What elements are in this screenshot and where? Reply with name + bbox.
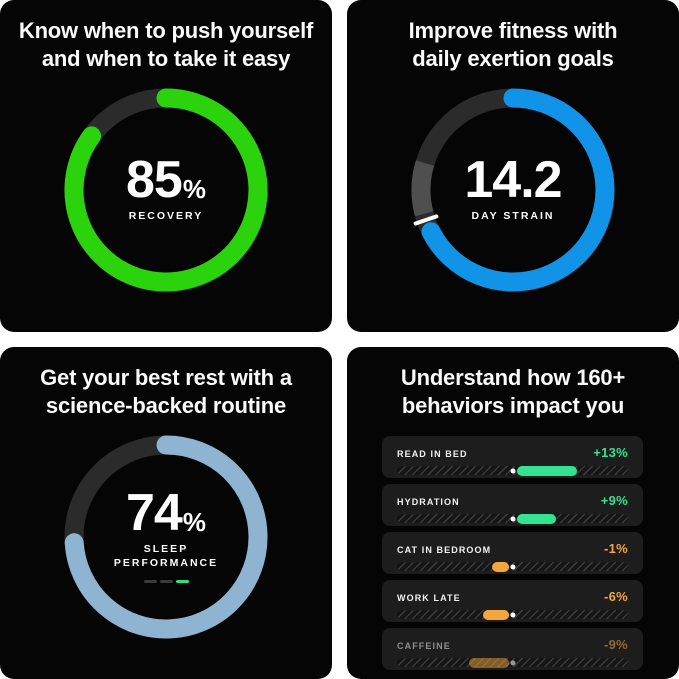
sleep-title-line2: science-backed routine — [45, 393, 287, 418]
behavior-impact-value: +13% — [593, 445, 628, 460]
behavior-baseline-dot — [510, 660, 515, 665]
sleep-label-line2: PERFORMANCE — [113, 557, 219, 569]
strain-title-line1: Improve fitness with — [408, 18, 618, 43]
panel-recovery: Know when to push yourself and when to ta… — [0, 0, 332, 332]
behavior-impact-value: -6% — [603, 589, 628, 604]
recovery-title-line2: and when to take it easy — [41, 46, 291, 71]
behaviors-title-line1: Understand how 160+ — [400, 365, 626, 390]
behavior-label: CAFFEINE — [397, 641, 451, 651]
panel-sleep: Get your best rest with a science-backed … — [0, 347, 332, 679]
behavior-row: CAFFEINE -9% — [382, 628, 643, 670]
behavior-baseline-dot — [510, 468, 515, 473]
sleep-stage-pill — [175, 580, 189, 583]
behavior-row: CAT IN BEDROOM -1% — [382, 532, 643, 574]
behavior-baseline-dot — [510, 516, 515, 521]
behavior-impact-value: -1% — [603, 541, 628, 556]
behavior-impact-bar — [516, 513, 556, 524]
panel-strain: Improve fitness with daily exertion goals… — [347, 0, 679, 332]
recovery-unit: % — [182, 173, 206, 204]
sleep-ring-center: 74 % SLEEP PERFORMANCE — [63, 434, 269, 640]
behavior-impact-bar — [516, 465, 577, 476]
sleep-title-line1: Get your best rest with a — [40, 365, 292, 390]
strain-label: DAY STRAIN — [471, 209, 555, 222]
sleep-stage-pill — [143, 580, 157, 583]
sleep-stage-pill — [159, 580, 173, 583]
behavior-list: READ IN BED +13% HYDRATION +9% CAT IN BE… — [347, 420, 679, 670]
recovery-label: RECOVERY — [128, 209, 204, 222]
behavior-row: READ IN BED +13% — [382, 436, 643, 478]
strain-value: 14.2 — [464, 150, 562, 209]
recovery-title: Know when to push yourself and when to ta… — [19, 17, 313, 73]
sleep-unit: % — [182, 507, 206, 537]
behavior-label: CAT IN BEDROOM — [397, 545, 492, 555]
strain-ring: 14.2 DAY STRAIN — [410, 87, 616, 293]
recovery-title-line1: Know when to push yourself — [18, 18, 314, 43]
behavior-impact-track — [397, 513, 628, 524]
sleep-value-row: 74 % — [126, 484, 206, 542]
sleep-stage-pills — [143, 580, 189, 583]
behavior-label: HYDRATION — [397, 497, 460, 507]
behaviors-title-line2: behaviors impact you — [401, 393, 625, 418]
panel-behaviors: Understand how 160+ behaviors impact you … — [347, 347, 679, 679]
behavior-label: READ IN BED — [397, 449, 468, 459]
sleep-label-line1: SLEEP — [143, 543, 189, 555]
recovery-ring-center: 85 % RECOVERY — [63, 87, 269, 293]
behavior-row-header: READ IN BED +13% — [397, 445, 628, 460]
behavior-impact-bar — [492, 561, 509, 572]
behavior-row: WORK LATE -6% — [382, 580, 643, 622]
behavior-row-header: HYDRATION +9% — [397, 493, 628, 508]
strain-value-row: 14.2 — [464, 150, 562, 209]
recovery-ring: 85 % RECOVERY — [63, 87, 269, 293]
behavior-impact-bar — [469, 657, 509, 668]
behaviors-title: Understand how 160+ behaviors impact you — [401, 364, 625, 420]
behavior-impact-track — [397, 657, 628, 668]
behavior-baseline-dot — [510, 612, 515, 617]
behavior-impact-value: -9% — [603, 637, 628, 652]
recovery-value: 85 — [126, 150, 183, 209]
behavior-row-header: CAFFEINE -9% — [397, 637, 628, 652]
recovery-value-row: 85 % — [126, 150, 206, 209]
behavior-row: HYDRATION +9% — [382, 484, 643, 526]
behavior-label: WORK LATE — [397, 593, 461, 603]
behavior-impact-track — [397, 609, 628, 620]
sleep-title: Get your best rest with a science-backed … — [40, 364, 292, 420]
sleep-label: SLEEP PERFORMANCE — [114, 542, 218, 570]
behavior-impact-track — [397, 465, 628, 476]
sleep-value: 74 — [126, 484, 183, 542]
behavior-row-header: WORK LATE -6% — [397, 589, 628, 604]
strain-title: Improve fitness with daily exertion goals — [409, 17, 618, 73]
behavior-impact-value: +9% — [600, 493, 628, 508]
sleep-ring: 74 % SLEEP PERFORMANCE — [63, 434, 269, 640]
strain-title-line2: daily exertion goals — [412, 46, 614, 71]
behavior-baseline-dot — [510, 564, 515, 569]
strain-ring-center: 14.2 DAY STRAIN — [410, 87, 616, 293]
behavior-impact-bar — [483, 609, 509, 620]
behavior-row-header: CAT IN BEDROOM -1% — [397, 541, 628, 556]
behavior-impact-track — [397, 561, 628, 572]
